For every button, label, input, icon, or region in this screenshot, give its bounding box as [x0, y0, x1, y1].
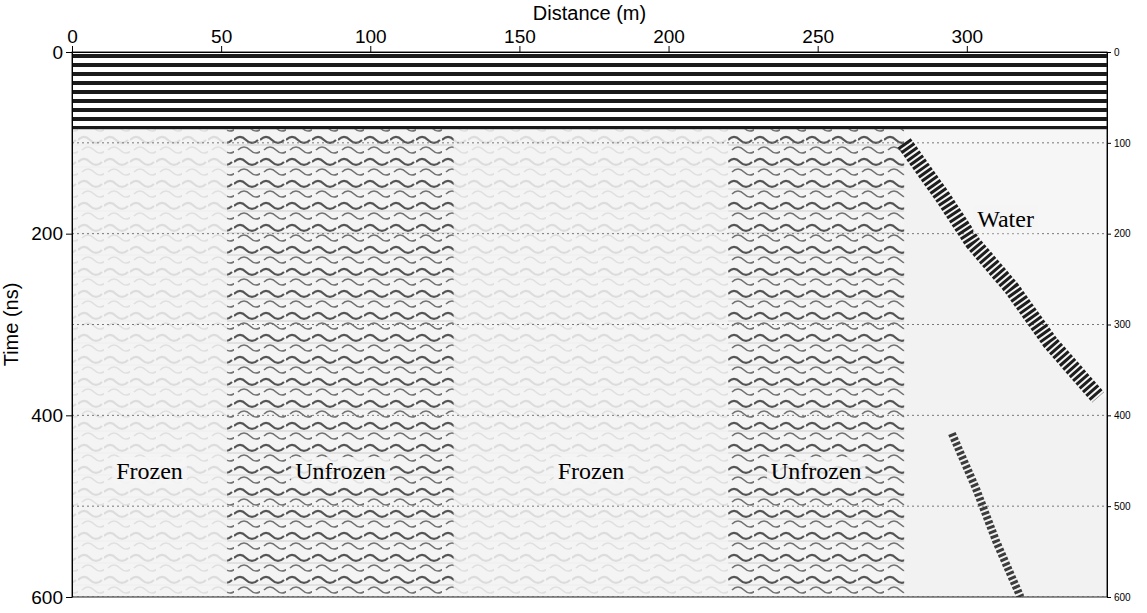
tick-label: 100	[355, 26, 387, 47]
label-patch	[291, 457, 390, 485]
zone	[728, 129, 904, 597]
zone	[72, 129, 227, 597]
tick: 400	[1107, 410, 1131, 421]
annotations: Frozen Unfrozen Frozen Unfrozen Water	[112, 205, 1038, 485]
tick-mark	[1107, 325, 1111, 326]
tick-mark	[1107, 234, 1111, 235]
tick-label: 250	[802, 26, 834, 47]
tick-label: 400	[31, 405, 63, 426]
tick-label: 50	[211, 26, 232, 47]
grid-line	[72, 506, 1107, 507]
y-axis: 0 200 400 600	[31, 42, 72, 608]
tick: 150	[504, 26, 536, 52]
tick-label: 600	[31, 587, 63, 608]
tick-mark	[1107, 143, 1111, 144]
x-axis-title: Distance (m)	[533, 2, 646, 24]
zone	[227, 129, 454, 597]
tick-label: 0	[67, 26, 78, 47]
tick: 300	[951, 26, 983, 52]
grid-line	[72, 415, 1107, 416]
tick-label: 300	[1114, 319, 1131, 330]
tick-mark	[66, 234, 72, 235]
grid-line	[72, 142, 1107, 143]
tick-label: 400	[1114, 410, 1131, 421]
direct-wave	[72, 52, 1107, 129]
tick: 50	[211, 26, 232, 52]
tick-label: 200	[1114, 228, 1131, 239]
tick-label: 150	[504, 26, 536, 47]
tick: 200	[31, 223, 72, 244]
y2-axis: 0 100 200 300 400 500 600	[1107, 47, 1131, 603]
tick-label: 500	[1114, 501, 1131, 512]
tick-label: 600	[1114, 592, 1131, 603]
tick: 200	[1107, 228, 1131, 239]
zone	[454, 129, 728, 597]
label-patch	[112, 457, 187, 485]
axis-line	[72, 53, 73, 598]
tick-label: 0	[1114, 47, 1120, 58]
tick-label: 200	[653, 26, 685, 47]
tick: 600	[31, 587, 72, 608]
label-patch	[767, 457, 866, 485]
tick-mark	[66, 415, 72, 416]
tick-mark	[66, 597, 72, 598]
reflection	[904, 143, 1098, 397]
grid-line	[72, 324, 1107, 325]
tick-mark	[1107, 52, 1111, 53]
tick: 0	[52, 42, 72, 63]
x-axis: 0 50 100 150 200 250 300	[67, 26, 1107, 53]
tick-mark	[1107, 597, 1111, 598]
tick-label: 0	[52, 42, 63, 63]
zone-label: Water	[977, 206, 1034, 232]
label-patch	[554, 457, 629, 485]
tick-label: 100	[1114, 138, 1131, 149]
tick: 0	[67, 26, 78, 52]
tick-mark	[1107, 415, 1111, 416]
axis-line	[1108, 53, 1112, 598]
plot-background	[72, 52, 1107, 597]
zone-label: Unfrozen	[771, 458, 862, 484]
axis-line	[73, 52, 1108, 53]
reflection	[952, 434, 1021, 598]
zone-label: Unfrozen	[295, 458, 386, 484]
tick: 300	[1107, 319, 1131, 330]
tick: 250	[802, 26, 834, 52]
grid-line	[72, 52, 1107, 53]
tick-label: 200	[31, 223, 63, 244]
water-zone	[904, 129, 1107, 397]
tick-label: 300	[951, 26, 983, 47]
y-axis-title: Time (ns)	[0, 283, 22, 367]
tick: 0	[1107, 47, 1120, 58]
tick: 600	[1107, 592, 1131, 603]
tick: 400	[31, 405, 72, 426]
tick-mark	[66, 52, 72, 53]
tick: 100	[1107, 138, 1131, 149]
zone-label: Frozen	[116, 458, 183, 484]
grid-line	[72, 233, 1107, 234]
tick-mark	[1107, 506, 1111, 507]
zone-label: Frozen	[558, 458, 625, 484]
chart: Frozen Unfrozen Frozen Unfrozen Water 0 50 100 1…	[0, 0, 1147, 613]
plot-area	[72, 52, 1107, 597]
tick: 100	[355, 26, 387, 52]
tick: 200	[653, 26, 685, 52]
plot-frame	[72, 52, 1107, 597]
label-patch	[973, 205, 1038, 233]
tick: 500	[1107, 501, 1131, 512]
